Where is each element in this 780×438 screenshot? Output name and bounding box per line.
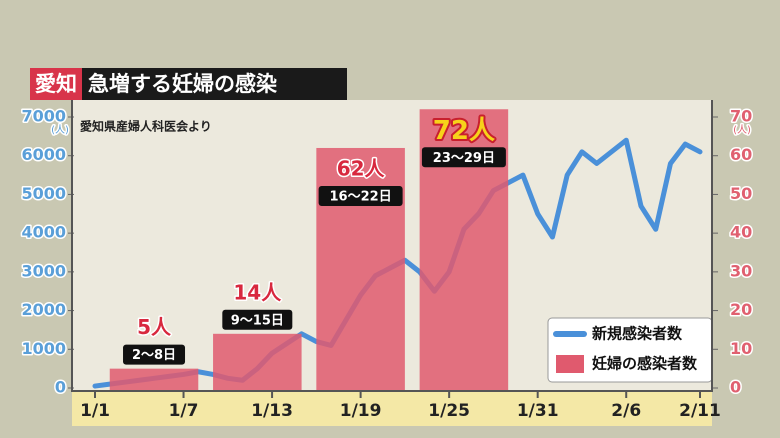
bar-value-label: 5人 xyxy=(137,315,172,339)
bar-value-label: 14人 xyxy=(233,280,282,304)
period-label: 2〜8日 xyxy=(132,348,176,363)
y2-tick-label: 30 xyxy=(730,261,752,280)
bar-value-label: 62人 xyxy=(337,156,386,180)
period-box xyxy=(421,147,506,168)
y-tick-label: 0 xyxy=(55,378,66,397)
bar xyxy=(316,147,405,390)
y2-tick-label: 10 xyxy=(730,339,752,358)
x-tick-label: 1/31 xyxy=(517,401,559,421)
legend-label: 新規感染者数 xyxy=(592,325,683,343)
x-tick-label: 2/11 xyxy=(679,401,721,421)
y-tick-label: 1000 xyxy=(21,339,66,358)
period-box xyxy=(123,344,186,365)
y2-tick-label: 50 xyxy=(730,184,752,203)
y-tick-label: 7000 xyxy=(21,107,66,126)
legend-label: 妊婦の感染者数 xyxy=(592,355,698,373)
chart-title: 急増する妊婦の感染 xyxy=(88,72,277,96)
y2-unit: (人) xyxy=(733,124,751,136)
period-label: 9〜15日 xyxy=(231,313,284,328)
x-tick-label: 1/13 xyxy=(251,401,293,421)
y2-tick-label: 40 xyxy=(730,223,752,242)
y-tick-label: 5000 xyxy=(21,184,66,203)
x-axis-band xyxy=(72,392,712,426)
y2-tick-label: 0 xyxy=(730,378,741,397)
y2-tick-label: 70 xyxy=(730,107,752,126)
x-tick-label: 2/6 xyxy=(611,401,641,421)
x-tick-label: 1/25 xyxy=(428,401,470,421)
period-label: 16〜22日 xyxy=(330,189,392,204)
period-label: 23〜29日 xyxy=(433,151,495,166)
bar-value-label: 72人 xyxy=(433,116,495,146)
y2-tick-label: 60 xyxy=(730,145,752,164)
x-tick-label: 1/7 xyxy=(169,401,199,421)
y-unit: (人) xyxy=(51,124,69,136)
bar xyxy=(213,333,302,390)
y-tick-label: 2000 xyxy=(21,300,66,319)
legend-swatch xyxy=(556,355,584,373)
title-box xyxy=(82,68,347,100)
bar xyxy=(109,368,199,390)
x-tick-label: 1/1 xyxy=(80,401,110,421)
period-box xyxy=(318,185,403,206)
y2-tick-label: 20 xyxy=(730,300,752,319)
y-tick-label: 6000 xyxy=(21,145,66,164)
title-tag: 愛知 xyxy=(35,72,77,96)
x-tick-label: 1/19 xyxy=(340,401,382,421)
source: 愛知県産婦人科医会より xyxy=(80,119,212,134)
y-tick-label: 4000 xyxy=(21,223,66,242)
title-tag-box xyxy=(30,68,82,100)
y-tick-label: 3000 xyxy=(21,261,66,280)
period-box xyxy=(222,309,293,330)
